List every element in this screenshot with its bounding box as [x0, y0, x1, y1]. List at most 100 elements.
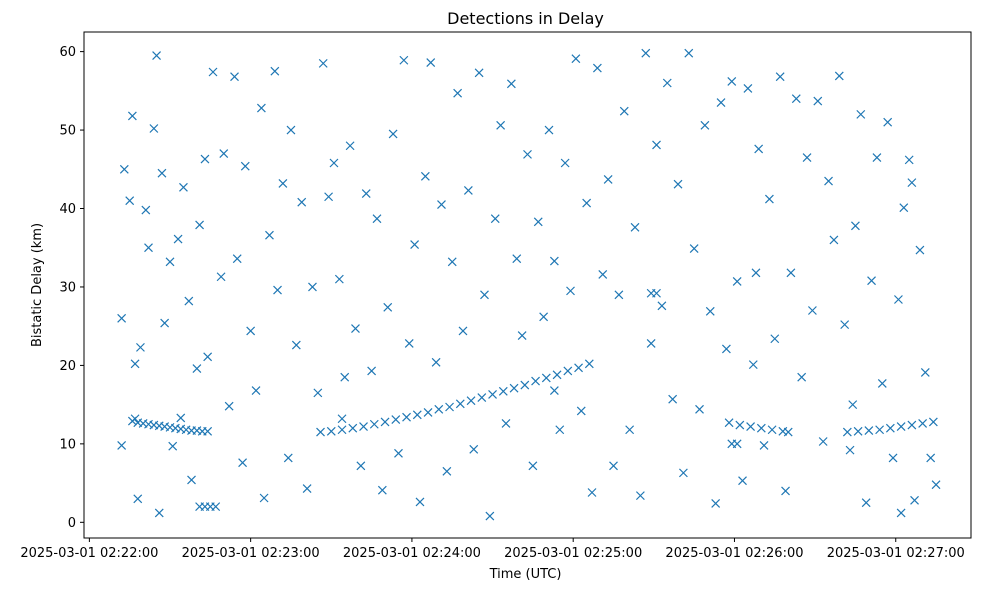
- data-point: [125, 196, 135, 206]
- data-point: [915, 245, 925, 255]
- data-point: [574, 363, 583, 373]
- data-point: [273, 285, 282, 295]
- data-point: [152, 51, 161, 60]
- data-point: [684, 48, 694, 58]
- data-point: [824, 176, 833, 186]
- data-point: [587, 488, 597, 497]
- data-point: [584, 359, 594, 369]
- data-point: [445, 402, 454, 412]
- data-point: [786, 268, 796, 278]
- data-point: [566, 286, 575, 296]
- data-point: [748, 360, 758, 370]
- data-point: [399, 55, 409, 65]
- data-point: [402, 412, 411, 422]
- data-point: [883, 117, 893, 127]
- data-point: [270, 66, 280, 76]
- data-point: [453, 88, 463, 98]
- data-point: [313, 388, 323, 398]
- data-point: [630, 222, 640, 232]
- data-point: [888, 453, 898, 463]
- x-tick-label: 2025-03-01 02:24:00: [343, 546, 481, 561]
- data-point: [797, 372, 807, 382]
- data-point: [716, 98, 726, 108]
- data-point: [673, 179, 683, 189]
- data-point: [555, 425, 565, 435]
- data-point: [477, 393, 487, 402]
- data-point: [867, 276, 876, 286]
- data-point: [807, 306, 817, 315]
- data-point: [326, 426, 336, 436]
- data-point: [176, 413, 186, 423]
- data-point: [334, 274, 344, 284]
- data-point: [410, 240, 420, 250]
- data-point: [533, 217, 543, 227]
- data-point: [372, 214, 382, 224]
- data-point: [165, 257, 175, 267]
- data-point: [369, 419, 379, 429]
- data-point: [721, 344, 731, 354]
- data-point: [509, 383, 519, 393]
- data-point: [592, 63, 602, 73]
- data-point: [850, 221, 860, 231]
- data-point: [899, 203, 909, 213]
- data-point: [875, 425, 885, 435]
- data-point: [466, 396, 476, 406]
- data-point: [359, 422, 368, 432]
- data-point: [861, 498, 871, 508]
- data-point: [380, 417, 390, 427]
- data-point: [652, 288, 661, 298]
- data-point: [907, 178, 917, 188]
- data-point: [842, 427, 852, 437]
- data-point: [848, 400, 858, 410]
- data-point: [853, 426, 863, 436]
- data-point: [203, 352, 213, 362]
- data-point: [361, 189, 371, 199]
- data-point: [232, 254, 242, 264]
- data-point: [498, 386, 508, 396]
- data-point: [829, 235, 839, 245]
- data-point: [488, 390, 497, 399]
- data-point: [377, 485, 387, 495]
- data-point: [732, 439, 742, 449]
- data-point: [813, 96, 823, 106]
- data-point: [727, 76, 737, 86]
- data-point: [662, 78, 672, 88]
- data-point: [318, 58, 328, 68]
- data-point: [340, 372, 350, 382]
- data-point: [485, 511, 495, 521]
- data-point: [541, 373, 551, 383]
- y-tick-label: 60: [59, 45, 76, 60]
- data-point: [203, 426, 213, 436]
- data-point: [549, 386, 559, 395]
- data-point: [770, 334, 780, 344]
- data-point: [127, 111, 137, 121]
- data-point: [415, 497, 425, 507]
- data-point: [652, 140, 661, 150]
- data-point: [200, 154, 210, 164]
- data-point: [856, 109, 866, 119]
- y-axis-label: Bistatic Delay (km): [30, 223, 45, 347]
- data-point: [205, 502, 215, 512]
- data-point: [735, 420, 745, 430]
- data-point: [738, 476, 747, 486]
- data-point: [501, 419, 511, 428]
- data-point: [885, 423, 895, 433]
- data-point: [136, 342, 145, 352]
- data-point: [523, 149, 532, 159]
- data-point: [348, 423, 358, 433]
- data-point: [179, 182, 188, 192]
- data-point: [345, 141, 355, 151]
- data-point: [251, 386, 261, 395]
- data-point: [582, 198, 592, 208]
- data-point: [746, 422, 756, 432]
- data-point: [469, 444, 479, 454]
- x-tick-label: 2025-03-01 02:26:00: [665, 546, 803, 561]
- plot-frame: [83, 31, 972, 539]
- data-point: [751, 268, 761, 278]
- data-point: [278, 178, 288, 188]
- data-point: [192, 364, 202, 373]
- data-point: [619, 106, 629, 116]
- data-point: [442, 466, 452, 476]
- data-point: [216, 272, 226, 282]
